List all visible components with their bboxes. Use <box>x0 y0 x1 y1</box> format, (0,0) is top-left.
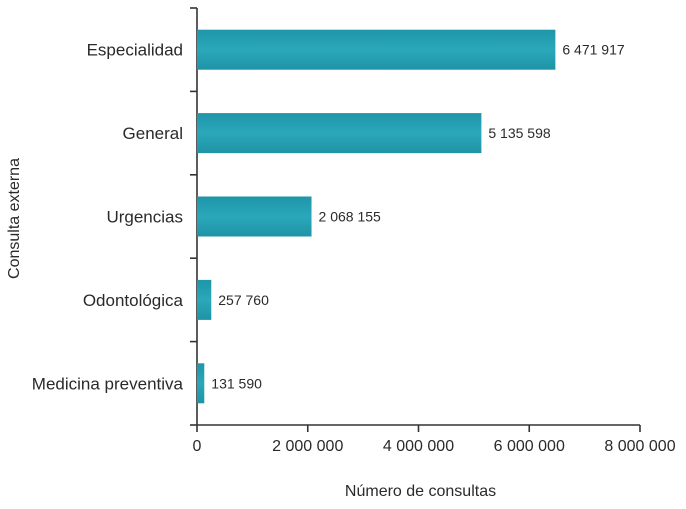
bar <box>197 29 556 70</box>
bar <box>197 279 212 320</box>
x-axis-title: Número de consultas <box>345 483 496 500</box>
value-label: 5 135 598 <box>488 125 550 141</box>
x-tick-label: 2 000 000 <box>272 438 343 455</box>
x-tick-label: 6 000 000 <box>494 438 565 455</box>
bar <box>197 113 482 154</box>
value-label: 6 471 917 <box>562 42 624 58</box>
x-tick-label: 4 000 000 <box>383 438 454 455</box>
y-axis-title: Consulta externa <box>6 158 23 279</box>
value-label: 2 068 155 <box>319 209 381 225</box>
category-label: Medicina preventiva <box>32 374 184 393</box>
labels-group: 0 2 000 000 4 000 000 6 000 000 8 000 000 Esp… <box>32 41 676 455</box>
value-label: 131 590 <box>211 375 262 391</box>
value-label: 257 760 <box>218 292 269 308</box>
category-label: Especialidad <box>87 41 183 60</box>
bar <box>197 196 312 237</box>
x-tick-label: 0 <box>193 438 202 455</box>
category-label: Urgencias <box>106 208 183 227</box>
x-tick-label: 8 000 000 <box>604 438 675 455</box>
category-label: General <box>123 124 183 143</box>
bars-group <box>197 29 556 404</box>
category-label: Odontológica <box>83 291 184 310</box>
bar <box>197 363 205 404</box>
